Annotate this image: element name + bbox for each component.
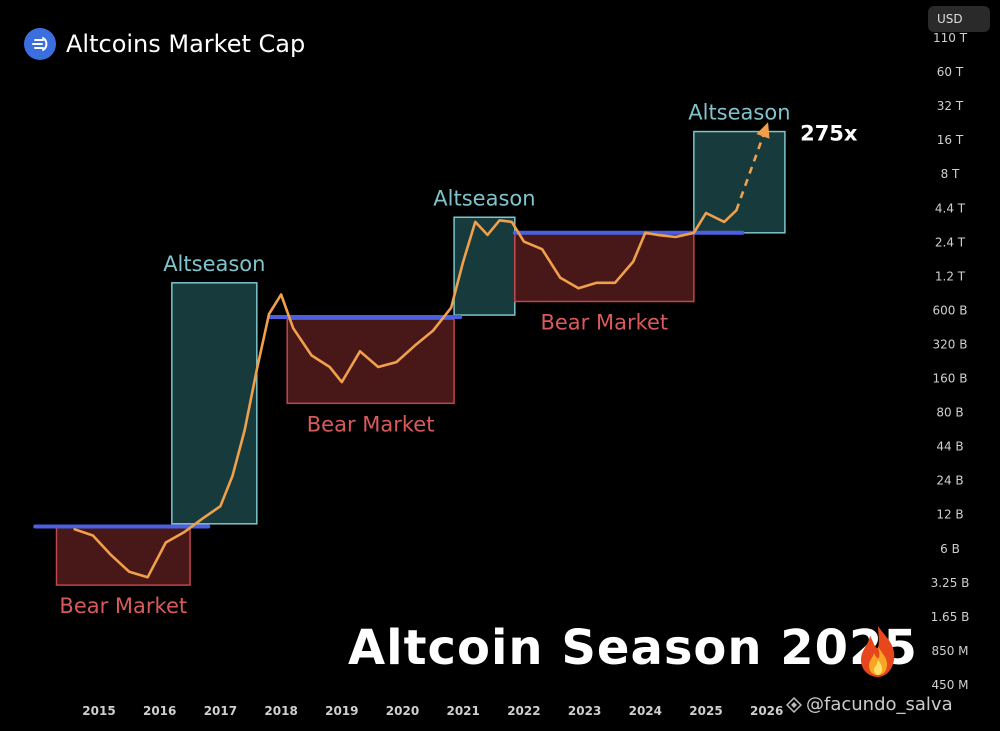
x-tick-label: 2024 <box>629 704 662 718</box>
watermark-diamond-icon <box>786 696 802 713</box>
altseason-box <box>171 282 258 525</box>
chart-header: Altcoins Market Cap <box>24 26 305 62</box>
headline-text: Altcoin Season 2025 <box>348 620 918 676</box>
x-tick-label: 2018 <box>264 704 297 718</box>
bear-market-box <box>514 232 695 303</box>
y-tick-label: 12 B <box>936 508 963 522</box>
watermark-text: @facundo_salva <box>806 694 953 715</box>
altseason-box <box>453 216 516 316</box>
x-tick-label: 2017 <box>204 704 237 718</box>
altseason-label: Altseason <box>433 186 535 210</box>
x-tick-label: 2021 <box>446 704 479 718</box>
bear-market-box <box>55 525 191 586</box>
multiplier-label: 275x <box>800 122 858 146</box>
x-tick-label: 2023 <box>568 704 601 718</box>
y-tick-label: 4.4 T <box>935 201 966 215</box>
y-tick-label: 8 T <box>941 167 960 181</box>
x-tick-label: 2025 <box>689 704 722 718</box>
y-tick-label: 2.4 T <box>935 235 966 249</box>
bear-market-label: Bear Market <box>540 310 668 334</box>
x-tick-label: 2016 <box>143 704 176 718</box>
watermark: @facundo_salva <box>786 694 953 715</box>
y-tick-label: 600 B <box>933 303 968 317</box>
y-tick-label: 80 B <box>936 406 963 420</box>
y-tick-label: 60 T <box>937 65 964 79</box>
x-tick-label: 2026 <box>750 704 783 718</box>
y-tick-label: 32 T <box>937 99 964 113</box>
projection-arrowhead <box>756 122 770 139</box>
fire-icon <box>861 626 895 677</box>
y-tick-label: 1.2 T <box>935 269 966 283</box>
y-tick-label: 3.25 B <box>931 576 970 590</box>
projection-line <box>735 125 768 211</box>
bear-market-label: Bear Market <box>59 594 187 618</box>
chart-title: Altcoins Market Cap <box>66 30 306 58</box>
y-tick-label: 320 B <box>933 337 968 351</box>
y-tick-label: 850 M <box>931 644 968 658</box>
y-tick-label: 160 B <box>933 372 968 386</box>
altseason-box <box>693 130 786 234</box>
market-cap-line <box>73 209 738 579</box>
market-cap-logo-icon <box>24 28 56 60</box>
currency-button[interactable]: USD <box>928 6 990 32</box>
altseason-label: Altseason <box>163 252 265 276</box>
y-tick-label: 1.65 B <box>931 610 970 624</box>
altseason-label: Altseason <box>688 101 790 125</box>
y-tick-label: 24 B <box>936 474 963 488</box>
y-tick-label: 450 M <box>931 678 968 692</box>
y-tick-label: 110 T <box>933 31 968 45</box>
bear-market-label: Bear Market <box>307 412 435 436</box>
y-tick-label: 6 B <box>940 542 960 556</box>
y-tick-label: 16 T <box>937 133 964 147</box>
x-tick-label: 2022 <box>507 704 540 718</box>
x-tick-label: 2019 <box>325 704 358 718</box>
x-tick-label: 2015 <box>82 704 115 718</box>
x-tick-label: 2020 <box>386 704 419 718</box>
y-tick-label: 44 B <box>936 440 963 454</box>
